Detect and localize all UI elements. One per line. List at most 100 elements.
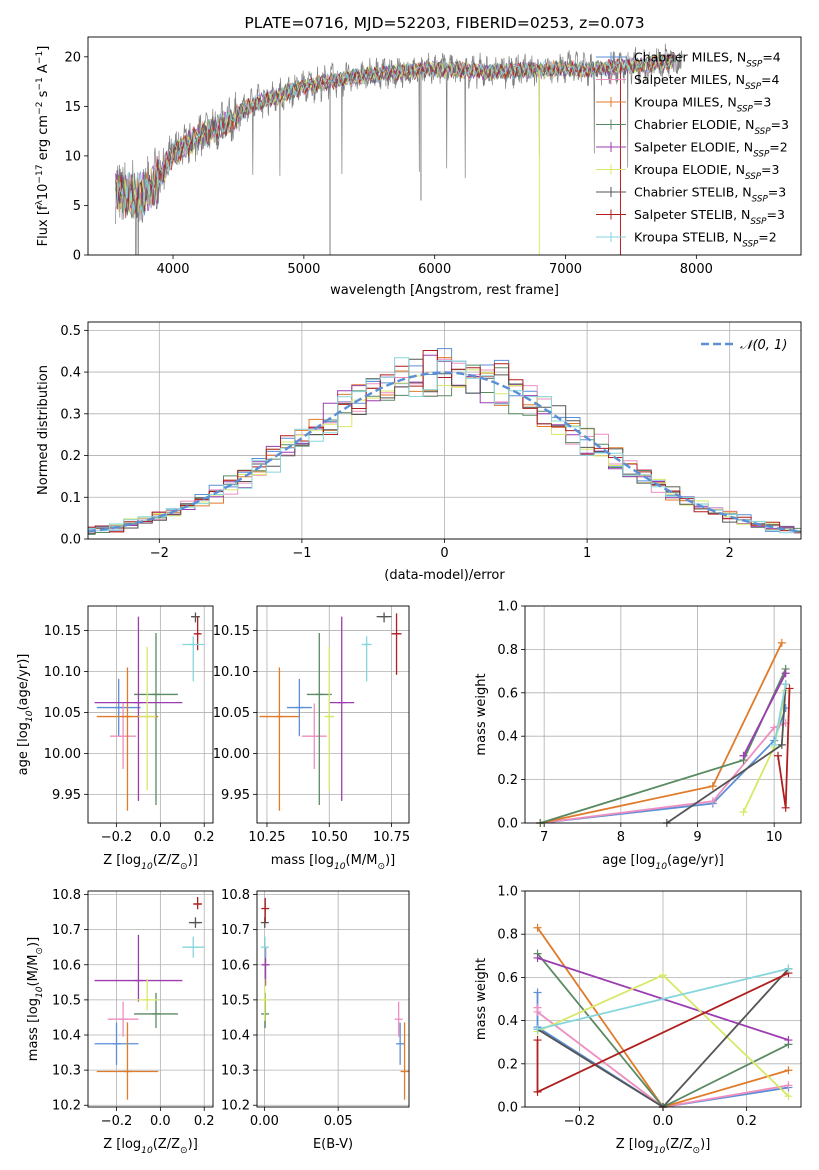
x-tick-label: 0.2 (194, 1114, 215, 1129)
series-marker (781, 669, 790, 678)
y-tick-label: 0.0 (497, 817, 518, 832)
mass_vs_Z-frame (87, 890, 214, 1108)
x-tick-label: 4000 (156, 262, 189, 277)
spectrum-axes: 4000 5000 6000 7000 8000 0 5 10 15 20 (64, 50, 712, 277)
series-marker (533, 1025, 542, 1034)
series-marker (774, 751, 782, 760)
histogram-k_stelib (88, 357, 801, 534)
weight_vs_age-series (536, 638, 794, 827)
x-tick-label: 0 (440, 546, 448, 561)
age_vs_Z-axes: −0.2 0.0 0.2 9.95 10.00 10.05 10.10 10.15 (44, 606, 215, 845)
y-tick-label: 10.00 (44, 747, 81, 762)
y-tick-label: 0.5 (60, 324, 81, 339)
series-line-k_miles (540, 642, 783, 824)
legend-label: Salpeter ELODIE, NSSP=2 (634, 140, 788, 160)
series-marker (708, 782, 717, 791)
y-tick-label: 10.10 (213, 665, 250, 680)
y-tick-label: 0.4 (60, 366, 81, 381)
legend-label: Kroupa STELIB, NSSP=2 (634, 230, 777, 250)
series-marker (784, 964, 793, 973)
y-tick-label: 10.5 (52, 993, 81, 1008)
x-axis-label: wavelength [Angstrom, rest frame] (330, 283, 559, 298)
y-tick-label: 9.95 (52, 788, 81, 803)
x-tick-label: 10.50 (311, 830, 348, 845)
legend-marker (606, 187, 616, 197)
x-axis-label: (data-model)/error (384, 568, 505, 583)
spectrum-frame (87, 36, 802, 256)
x-tick-label: 1 (583, 546, 591, 561)
x-tick-label: 8 (617, 830, 625, 845)
x-tick-label: 6000 (418, 262, 451, 277)
x-tick-label: 5000 (287, 262, 320, 277)
series-marker (770, 740, 779, 749)
legend-marker (606, 232, 616, 242)
age_vs_mass-axes: 10.25 10.50 10.75 9.95 10.00 10.05 10.10 10.15 (213, 606, 410, 845)
y-tick-label: 15 (64, 100, 81, 115)
x-tick-label: 8000 (680, 262, 713, 277)
legend: 𝒩(0, 1) (701, 338, 787, 353)
y-tick-label: 10.3 (52, 1064, 81, 1079)
series-line-s_elodie (742, 672, 787, 757)
mass_vs_Z-axes: −0.2 0.0 0.2 10.2 10.3 10.4 10.5 10.6 10.7 10.8 (52, 888, 215, 1129)
x-tick-label: 0.0 (653, 1114, 674, 1129)
y-tick-label: 10.4 (52, 1029, 81, 1044)
y-tick-label: 0 (73, 249, 81, 264)
series-line-c_miles (540, 707, 787, 824)
y-tick-label: 10.10 (44, 665, 81, 680)
y-axis-label: Normed distribution (36, 365, 51, 495)
x-axis-label: Z [log10(Z/Z⊙)] (616, 1137, 711, 1156)
y-tick-label: 10.6 (221, 958, 250, 973)
model-spectrum-k_stelib (115, 56, 674, 216)
series-marker (739, 808, 748, 817)
age_vs_Z-frame (87, 605, 214, 824)
x-axis-label: E(B-V) (313, 1137, 353, 1152)
series-marker (781, 680, 790, 689)
legend-marker (606, 209, 616, 220)
y-tick-label: 10.3 (221, 1064, 250, 1079)
mass_vs_ebv-axes: 0.00 0.05 10.2 10.3 10.4 10.5 10.6 10.7 10.8 (221, 888, 409, 1129)
legend-marker (606, 119, 616, 130)
series-marker (781, 803, 790, 812)
y-tick-label: 10.8 (221, 888, 250, 903)
series-marker (777, 740, 786, 749)
y-tick-label: 10 (64, 149, 81, 164)
weight_vs_age-axes: 7 8 9 10 0.0 0.2 0.4 0.6 0.8 1.0 (497, 600, 801, 845)
x-axis-label: mass [log10(M/M⊙)] (271, 853, 395, 872)
series-line-k_stelib (773, 683, 787, 746)
y-tick-label: 10.2 (221, 1099, 250, 1114)
x-tick-label: −0.2 (564, 1114, 596, 1129)
y-tick-label: 9.95 (221, 788, 250, 803)
series-marker (708, 797, 717, 806)
mass_vs_ebv-frame (256, 890, 410, 1108)
legend-label: Chabrier MILES, NSSP=4 (634, 50, 781, 70)
x-axis-label: Z [log10(Z/Z⊙)] (103, 1137, 198, 1156)
x-tick-label: 9 (693, 830, 701, 845)
x-axis-label: Z [log10(Z/Z⊙)] (103, 853, 198, 872)
y-tick-label: 5 (73, 199, 81, 214)
x-tick-label: 0.05 (324, 1114, 353, 1129)
x-tick-label: 7 (540, 830, 548, 845)
y-tick-label: 0.8 (497, 928, 518, 943)
y-tick-label: 0.8 (497, 643, 518, 658)
y-tick-label: 10.15 (44, 624, 81, 639)
observed-spectrum (115, 43, 684, 255)
y-axis-label: mass weight (474, 673, 489, 755)
x-axis-label: age [log10(age/yr)] (602, 853, 724, 872)
x-tick-label: 10 (766, 830, 783, 845)
histogram-k_elodie (88, 369, 801, 533)
legend-marker (606, 142, 616, 152)
y-tick-label: 1.0 (497, 600, 518, 615)
legend-label: Kroupa ELODIE, NSSP=3 (634, 162, 779, 182)
age_vs_Z-points (94, 612, 205, 811)
x-tick-label: −0.2 (101, 830, 133, 845)
y-tick-label: 10.15 (213, 624, 250, 639)
series-marker (777, 638, 786, 647)
age_vs_mass-frame (256, 605, 410, 824)
model-spectrum-s_elodie (115, 53, 674, 212)
x-tick-label: 7000 (549, 262, 582, 277)
y-tick-label: 10.8 (52, 888, 81, 903)
series-marker (533, 1087, 542, 1096)
x-tick-label: 10.75 (373, 830, 410, 845)
y-tick-label: 0.4 (497, 730, 518, 745)
